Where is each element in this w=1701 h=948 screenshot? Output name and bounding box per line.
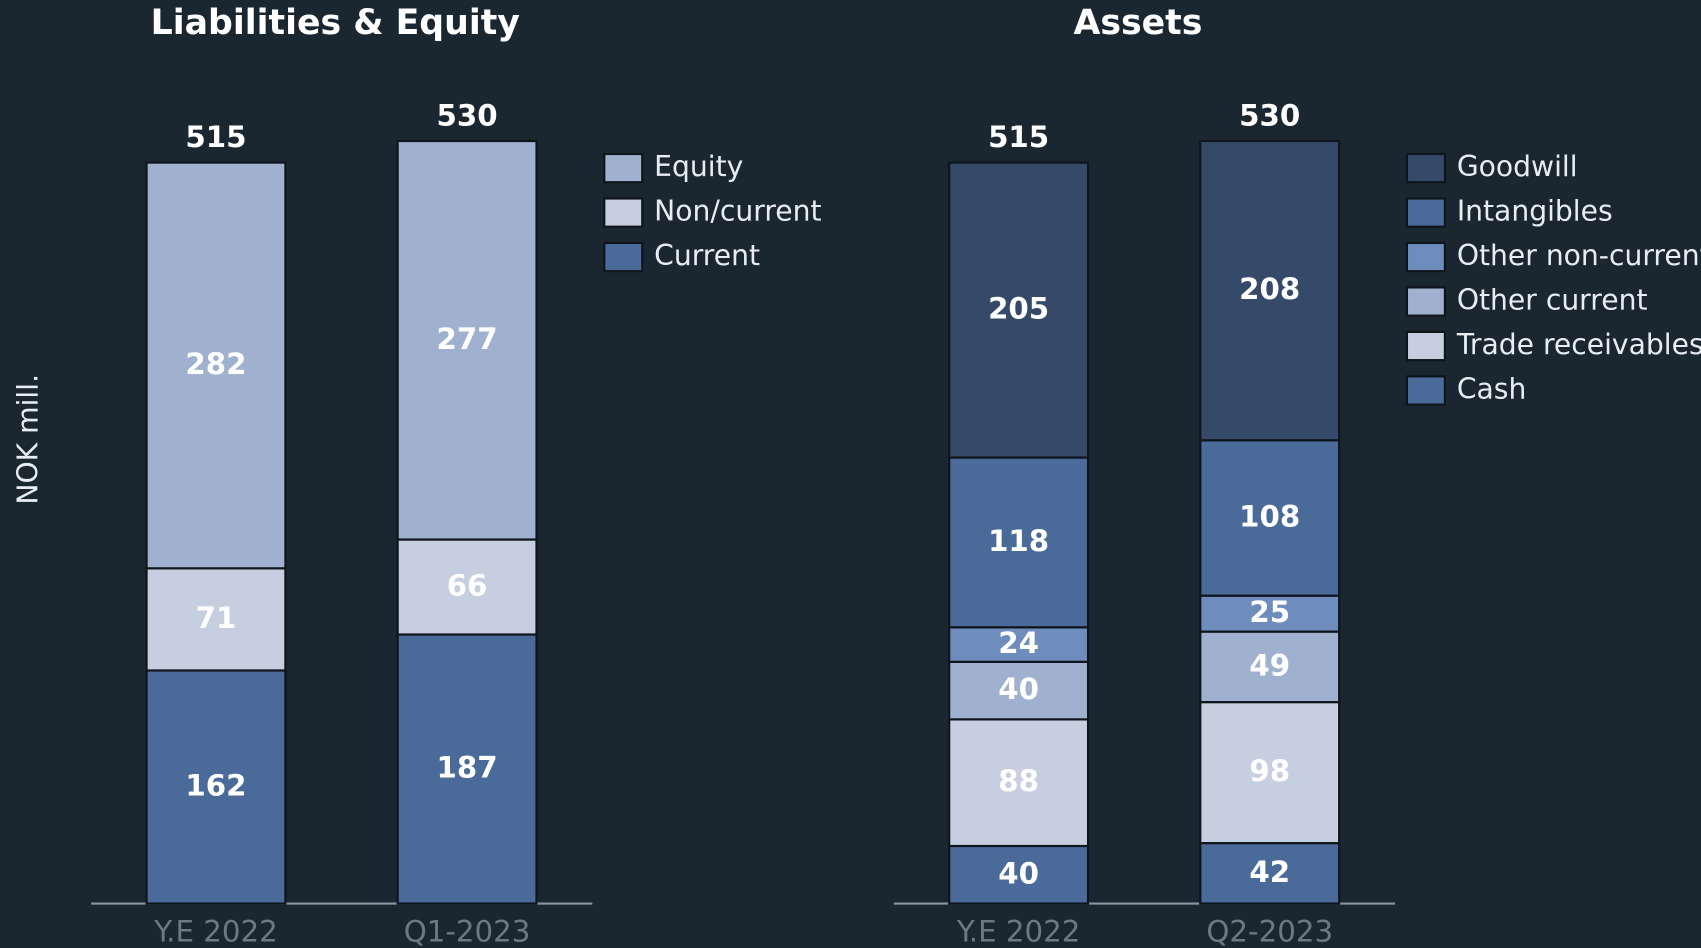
bar-segment — [145, 161, 287, 570]
bar-segment — [1199, 701, 1341, 845]
legend-label: Current — [654, 239, 760, 272]
data-label: 208 — [1239, 272, 1300, 306]
bar-segment — [1199, 842, 1341, 905]
total-label: 530 — [437, 99, 498, 133]
bar-segment — [145, 567, 287, 672]
legend-label: Other non-current — [1457, 239, 1701, 272]
data-label: 40 — [998, 672, 1039, 706]
legend-swatch — [1405, 152, 1446, 184]
x-tick-label: Q2-2023 — [1206, 914, 1333, 948]
legend-swatch — [1405, 330, 1446, 362]
chart-title: Liabilities & Equity — [151, 3, 520, 43]
data-label: 49 — [1249, 648, 1290, 682]
legend-swatch — [1405, 241, 1446, 273]
legend-swatch — [1405, 197, 1446, 228]
data-label: 66 — [447, 569, 488, 603]
data-label: 282 — [185, 347, 246, 381]
data-label: 88 — [998, 764, 1039, 798]
data-label: 162 — [185, 768, 246, 802]
bar-segment — [145, 669, 287, 905]
legend-label: Goodwill — [1457, 150, 1578, 183]
data-label: 25 — [1249, 595, 1290, 629]
data-label: 71 — [196, 601, 237, 635]
bar-segment — [948, 626, 1090, 663]
data-label: 98 — [1249, 754, 1290, 788]
data-label: 205 — [988, 292, 1049, 326]
x-tick-label: Q1-2023 — [404, 914, 531, 948]
x-tick-label: Y.E 2022 — [153, 914, 278, 948]
total-label: 530 — [1239, 99, 1300, 133]
total-label: 515 — [988, 120, 1049, 154]
data-label: 187 — [437, 751, 498, 785]
y-axis-label: NOK mill. — [11, 374, 44, 505]
bar-segment — [1199, 594, 1341, 633]
legend-label: Equity — [654, 150, 743, 183]
bar-segment — [948, 718, 1090, 848]
chart-title: Assets — [1073, 3, 1202, 43]
legend-label: Intangibles — [1457, 195, 1613, 228]
bar-segment — [396, 139, 538, 541]
bar-segment — [396, 538, 538, 636]
legend-label: Cash — [1457, 372, 1527, 405]
legend-swatch — [603, 241, 644, 273]
data-label: 118 — [988, 524, 1049, 558]
legend-label: Non/current — [654, 195, 821, 228]
data-label: 277 — [437, 322, 498, 356]
bar-segment — [1199, 439, 1341, 597]
legend-swatch — [603, 152, 644, 184]
data-label: 24 — [998, 626, 1039, 660]
bar-segment — [948, 161, 1090, 459]
bar-segment — [948, 660, 1090, 721]
data-label: 42 — [1249, 855, 1290, 889]
legend-label: Trade receivables — [1456, 328, 1701, 361]
x-tick-label: Y.E 2022 — [956, 914, 1081, 948]
bar-segment — [1199, 630, 1341, 704]
legend-swatch — [603, 197, 644, 228]
total-label: 515 — [185, 120, 246, 154]
bar-segment — [948, 456, 1090, 629]
data-label: 40 — [998, 856, 1039, 890]
legend-swatch — [1405, 286, 1446, 317]
bar-segment — [396, 633, 538, 905]
legend-label: Other current — [1457, 284, 1648, 317]
bar-segment — [1199, 139, 1341, 442]
data-label: 108 — [1239, 499, 1300, 533]
legend-swatch — [1405, 375, 1446, 406]
